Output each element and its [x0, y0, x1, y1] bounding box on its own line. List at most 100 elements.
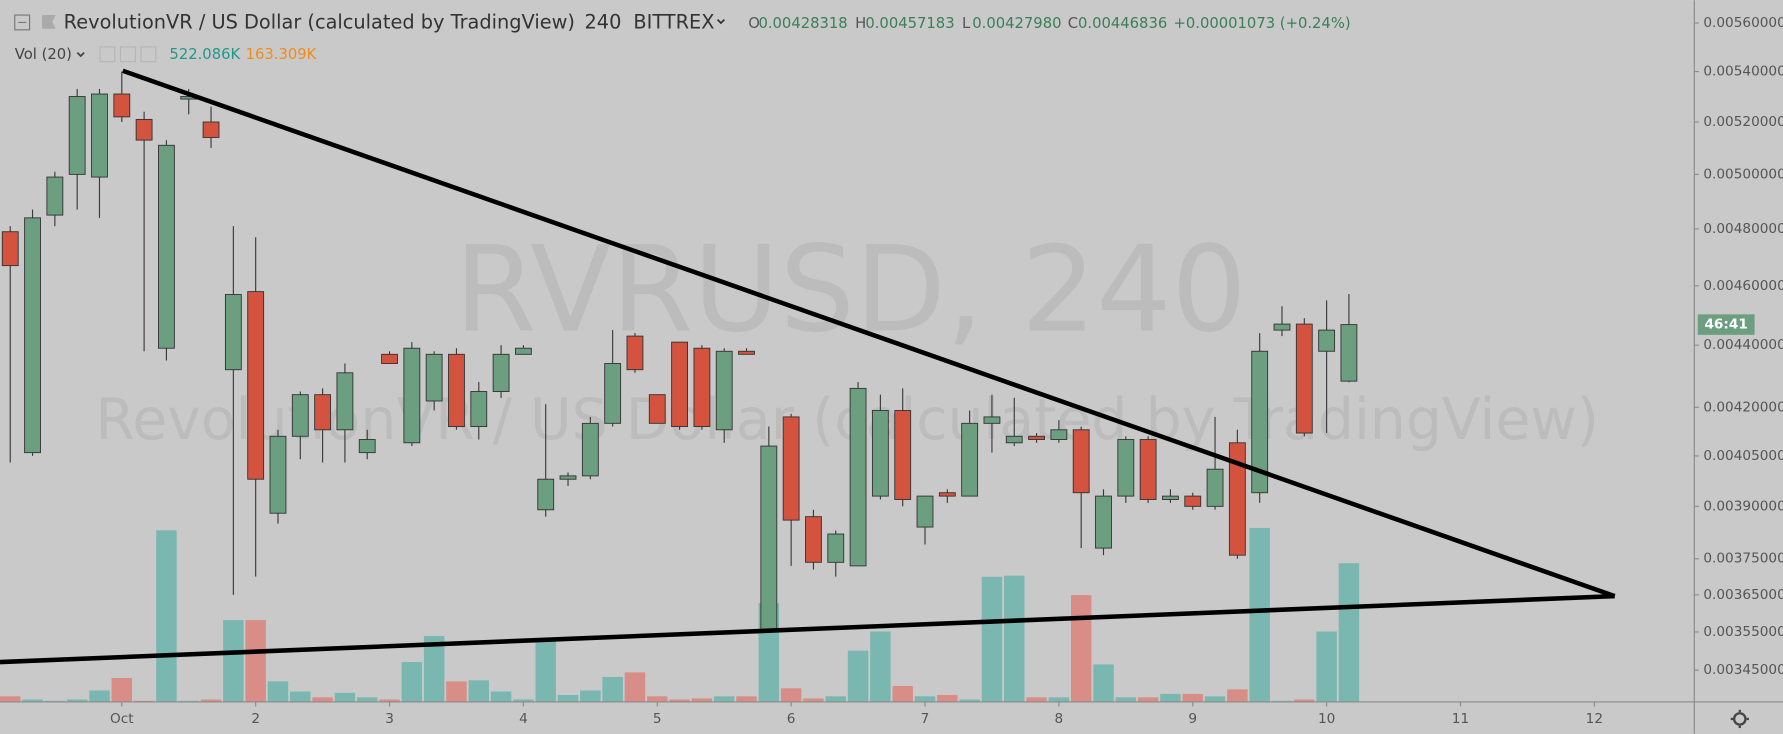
candle-body: [827, 533, 845, 563]
y-tick-label: 0.00375000: [1703, 551, 1783, 567]
volume-bar: [312, 697, 333, 702]
candle-body: [983, 416, 1001, 424]
volume-bar: [557, 694, 579, 702]
y-tick-label: 0.00520000: [1703, 114, 1783, 130]
volume-bar: [647, 696, 668, 702]
candle-body: [1162, 495, 1179, 500]
y-tick-label: 0.00355000: [1703, 624, 1783, 640]
volume-bar: [624, 672, 646, 702]
y-tick-label: 0.00405000: [1703, 448, 1783, 464]
volume-bar: [602, 676, 623, 702]
candle-body: [782, 416, 800, 521]
candle-body: [1228, 442, 1246, 556]
candle-body: [871, 410, 889, 497]
candle-body: [648, 394, 666, 424]
volume-bar: [513, 699, 534, 702]
x-tick-label: 8: [1055, 711, 1064, 727]
volume-bar: [334, 692, 356, 702]
candle-body: [448, 353, 465, 428]
collapse-icon[interactable]: [14, 14, 31, 31]
volume-bar: [1004, 575, 1025, 702]
candle-body: [91, 93, 108, 178]
chevron: [76, 51, 85, 58]
candle-body: [1050, 429, 1068, 440]
volume-bar: [22, 699, 43, 702]
volume-bar: [111, 677, 133, 702]
change: +0.00001073 (+0.24%): [1174, 15, 1351, 32]
candle-body: [381, 353, 398, 364]
volume-bar: [691, 698, 713, 702]
candle-body: [202, 121, 220, 138]
candle-body: [1340, 324, 1358, 382]
volume-bar: [1227, 689, 1248, 702]
chevron: [716, 19, 725, 25]
candle-body: [158, 144, 175, 349]
candle-body: [470, 391, 488, 428]
volume-bar: [1294, 699, 1315, 702]
y-tick-label: 0.00390000: [1703, 498, 1783, 514]
candle-body: [715, 350, 733, 431]
symbol-title[interactable]: RevolutionVR / US Dollar (calculated by …: [64, 11, 575, 34]
candle-body: [46, 176, 64, 216]
volume-bar: [1048, 697, 1070, 702]
candle-body: [894, 410, 912, 500]
candle-body: [314, 394, 332, 431]
x-tick-label: 6: [787, 711, 796, 727]
settings-icon[interactable]: [1732, 712, 1747, 726]
candle-body: [581, 422, 599, 477]
y-tick-label: 0.00460000: [1703, 278, 1783, 294]
volume-bar: [89, 690, 110, 702]
volume-bar: [580, 690, 601, 702]
x-tick-label: 10: [1318, 711, 1335, 727]
candle-body: [961, 422, 979, 497]
flag-icon: [42, 15, 56, 29]
candle-body: [24, 217, 41, 454]
candle-body: [1273, 323, 1291, 331]
candle-body: [358, 439, 376, 454]
settings-icon: [1730, 709, 1749, 729]
candle-body: [514, 347, 532, 355]
candle-body: [1139, 439, 1157, 500]
y-tick-label: 0.00345000: [1703, 662, 1783, 678]
volume-ma-value: 163.309K: [246, 46, 317, 63]
candle-body: [336, 372, 354, 431]
x-tick-label: 4: [519, 711, 528, 727]
volume-bar: [1249, 527, 1270, 702]
volume-bar: [379, 699, 400, 702]
legend-value: 0.00457183: [865, 15, 954, 32]
watermark-symbol: RVRUSD, 240: [454, 220, 1246, 358]
volume-bar: [423, 636, 445, 702]
legend-label: O: [748, 15, 760, 32]
candle-body: [425, 353, 443, 402]
y-tick-label: 0.00420000: [1703, 399, 1783, 415]
volume-bar: [713, 696, 735, 702]
candle-body: [113, 93, 131, 118]
exchange[interactable]: BITTREX: [633, 11, 714, 34]
study-icon[interactable]: [119, 46, 136, 63]
volume-bar: [267, 681, 289, 702]
candle-body: [693, 347, 711, 428]
candle-body: [938, 492, 956, 497]
interval[interactable]: 240: [584, 11, 621, 34]
volume-bar: [1070, 595, 1092, 702]
legend-label: C: [1068, 15, 1078, 32]
study-icon[interactable]: [140, 46, 157, 63]
volume-study-name[interactable]: Vol (20): [15, 46, 72, 63]
candle-body: [559, 475, 577, 480]
volume-bar: [780, 688, 802, 702]
candle-body: [1206, 468, 1224, 507]
volume-bar: [1338, 563, 1360, 702]
volume-bar: [914, 696, 936, 702]
volume-bar: [1160, 693, 1181, 702]
candle-layer: [1, 71, 1358, 633]
candle-body: [291, 394, 309, 437]
volume-bar: [468, 680, 490, 702]
candle-body: [760, 445, 778, 633]
x-tick-label: 12: [1586, 711, 1603, 727]
volume-bar: [535, 641, 556, 702]
volume-bar: [847, 650, 869, 702]
study-icon[interactable]: [99, 46, 116, 63]
candle-body: [1005, 435, 1023, 444]
volume-bar: [1093, 664, 1114, 702]
